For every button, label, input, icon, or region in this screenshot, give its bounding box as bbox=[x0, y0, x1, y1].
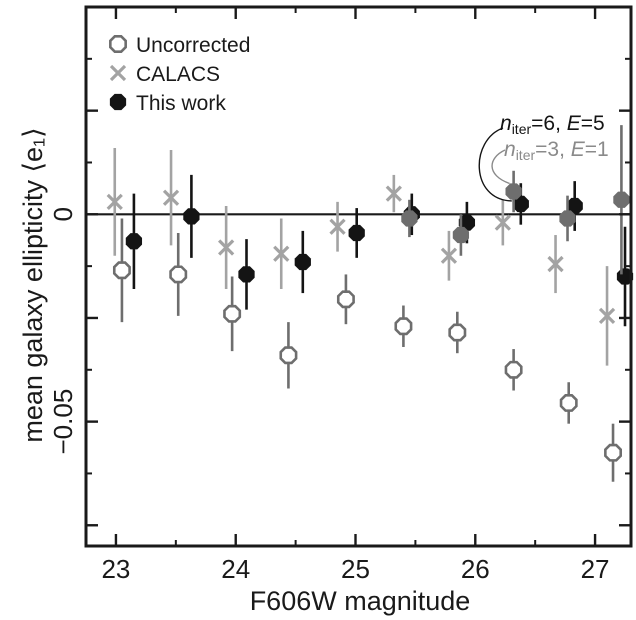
data-point bbox=[223, 304, 242, 323]
x-tick-label: 26 bbox=[461, 554, 490, 584]
data-point bbox=[125, 233, 143, 250]
data-point bbox=[329, 218, 346, 235]
y-tick-label: 0 bbox=[48, 207, 78, 221]
data-point bbox=[348, 224, 365, 242]
data-point bbox=[273, 245, 290, 262]
annotation-leader bbox=[478, 127, 512, 202]
x-axis-title: F606W magnitude bbox=[250, 586, 471, 616]
data-point bbox=[336, 290, 355, 309]
data-point bbox=[238, 266, 255, 283]
data-point bbox=[169, 265, 188, 284]
data-point bbox=[566, 197, 583, 215]
y-axis-title: mean galaxy ellipticity ⟨e₁⟩ bbox=[18, 127, 48, 442]
data-point bbox=[458, 214, 476, 231]
data-point bbox=[218, 239, 235, 256]
data-point bbox=[183, 208, 200, 225]
annotation-label: niter=3, E=1 bbox=[504, 138, 609, 163]
data-point bbox=[494, 214, 511, 231]
data-point bbox=[547, 255, 564, 273]
data-point bbox=[505, 183, 522, 200]
data-point bbox=[440, 247, 458, 264]
legend-label: This work bbox=[136, 92, 226, 115]
data-point bbox=[448, 323, 467, 342]
data-point bbox=[279, 346, 298, 365]
series-calacs bbox=[106, 147, 616, 366]
series-uncorrected bbox=[112, 218, 623, 482]
x-tick-label: 23 bbox=[101, 554, 130, 584]
x-tick-label: 24 bbox=[221, 554, 250, 584]
legend-label: CALACS bbox=[136, 63, 220, 86]
data-point bbox=[559, 393, 578, 412]
legend-marker bbox=[109, 35, 127, 53]
data-point bbox=[604, 443, 623, 462]
legend-marker bbox=[109, 64, 127, 82]
data-point bbox=[598, 307, 616, 325]
data-point bbox=[394, 317, 413, 336]
x-tick-label: 25 bbox=[341, 554, 370, 584]
data-point bbox=[512, 195, 529, 213]
legend-label: Uncorrected bbox=[136, 34, 250, 57]
data-point bbox=[401, 210, 418, 227]
data-point bbox=[162, 189, 180, 206]
data-point bbox=[106, 193, 123, 211]
x-tick-label: 27 bbox=[581, 554, 610, 584]
series-this-work bbox=[125, 174, 634, 327]
data-point bbox=[385, 185, 402, 202]
annotation-label: niter=6, E=5 bbox=[500, 112, 605, 137]
data-point bbox=[504, 360, 523, 379]
series-n-iter-3-e-1 bbox=[401, 125, 630, 275]
plot-frame bbox=[84, 5, 633, 548]
data-point bbox=[613, 191, 630, 208]
legend-marker bbox=[109, 93, 127, 111]
data-point bbox=[452, 226, 470, 244]
annotation-leader bbox=[491, 149, 510, 185]
data-point bbox=[294, 253, 311, 271]
y-tick-label: −0.05 bbox=[48, 389, 78, 455]
data-point bbox=[559, 210, 576, 227]
data-point bbox=[112, 261, 131, 280]
